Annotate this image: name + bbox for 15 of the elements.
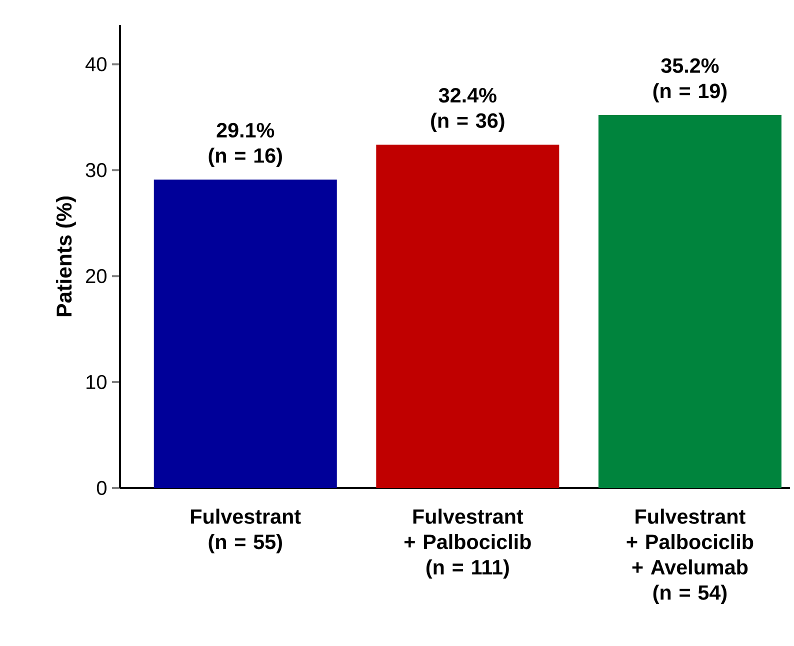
bar (598, 115, 782, 488)
y-tick-label: 20 (86, 269, 106, 284)
data-label: 35.2% (n = 19) (653, 58, 727, 102)
y-tick-label: 30 (86, 163, 106, 178)
x-tick-label: Fulvestrant (n = 55) (191, 508, 301, 554)
y-tick-label: 10 (86, 374, 106, 390)
y-tick-label: 0 (96, 480, 106, 496)
bar (376, 144, 560, 488)
x-tick-label: Fulvestrant + Palbociclib (n = 111) (404, 508, 531, 579)
y-tick-label: 40 (86, 57, 106, 72)
x-tick-label: Fulvestrant + Palbociclib + Avelumab (n = 54) (626, 508, 754, 604)
bar (154, 180, 337, 488)
data-label: 32.4% (n = 36) (431, 88, 504, 132)
data-label: 29.1% (n = 16) (208, 122, 282, 167)
y-axis-title: Patients (%) (56, 196, 76, 316)
